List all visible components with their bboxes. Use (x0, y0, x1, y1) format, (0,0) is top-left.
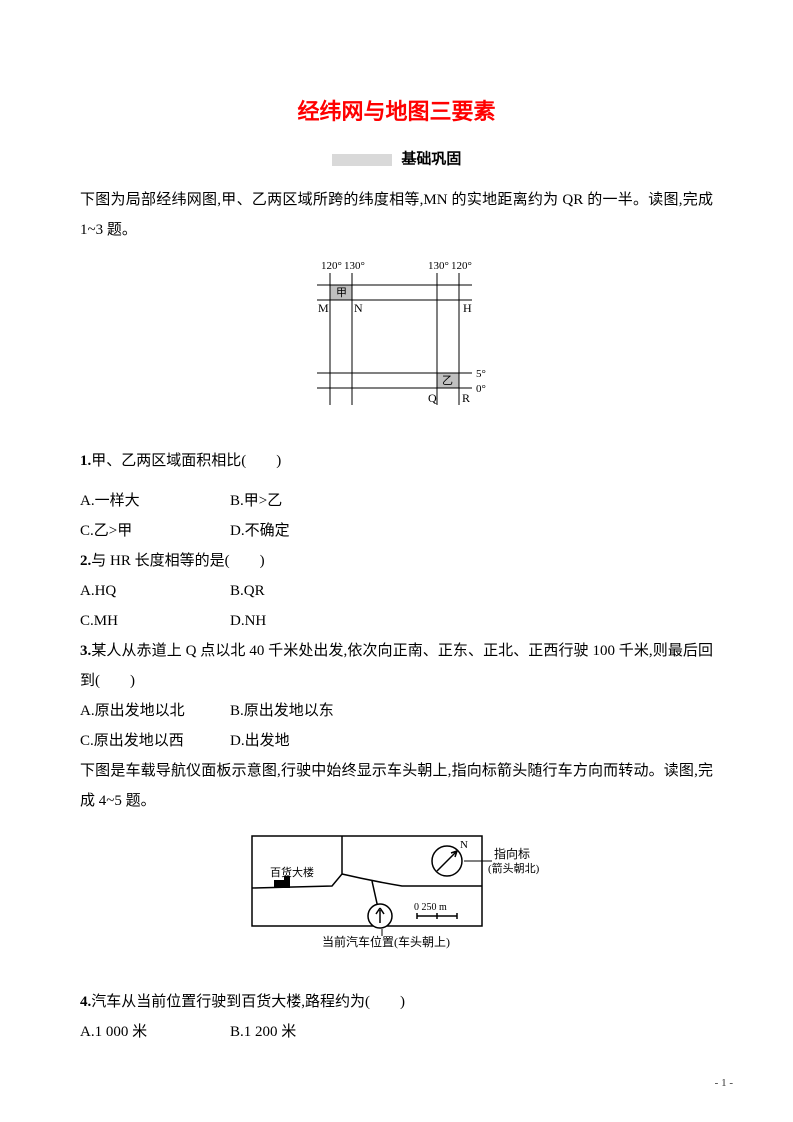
q4-A: A.1 000 米 (80, 1017, 230, 1047)
q4-B: B.1 200 米 (230, 1017, 380, 1047)
label-N: N (354, 301, 363, 315)
q2-num: 2. (80, 553, 91, 569)
q2-stem: 与 HR 长度相等的是( ) (91, 553, 264, 569)
q3-C: C.原出发地以西 (80, 726, 230, 756)
q1-C: C.乙>甲 (80, 516, 230, 546)
q1-D: D.不确定 (230, 516, 380, 546)
q2: 2.与 HR 长度相等的是( ) (80, 546, 713, 576)
label-scale: 0 250 m (414, 902, 447, 913)
fig2-caption: 当前汽车位置(车头朝上) (322, 934, 450, 949)
q3-stem: 某人从赤道上 Q 点以北 40 千米处出发,依次向正南、正东、正北、正西行驶 1… (80, 643, 713, 689)
figure-1: 120° 130° 130° 120° 甲 乙 (80, 255, 713, 436)
label-H: H (463, 301, 472, 315)
intro-1: 下图为局部经纬网图,甲、乙两区域所跨的纬度相等,MN 的实地距离约为 QR 的一… (80, 185, 713, 245)
q2-D: D.NH (230, 606, 380, 636)
lon-120-tr: 120° (451, 260, 472, 272)
lon-130-tr: 130° (428, 260, 449, 272)
q4-options: A.1 000 米 B.1 200 米 (80, 1017, 713, 1047)
graticule-diagram: 120° 130° 130° 120° 甲 乙 (292, 255, 502, 425)
q2-B: B.QR (230, 576, 380, 606)
figure-2: 百货大楼 N 0 250 m 指向标 (箭头朝北) 当前汽车位置(车头朝上) (80, 826, 713, 977)
q3: 3.某人从赤道上 Q 点以北 40 千米处出发,依次向正南、正东、正北、正西行驶… (80, 636, 713, 696)
q3-A: A.原出发地以北 (80, 696, 230, 726)
section-label: 基础巩固 (401, 151, 461, 168)
q1-options: A.一样大 B.甲>乙 (80, 486, 713, 516)
section-header: 基础巩固 (80, 144, 713, 175)
q1: 1.甲、乙两区域面积相比( ) (80, 446, 713, 476)
lon-130-tl: 130° (344, 260, 365, 272)
label-building: 百货大楼 (270, 865, 314, 879)
lon-120-tl: 120° (321, 260, 342, 272)
q3-B: B.原出发地以东 (230, 696, 380, 726)
q4: 4.汽车从当前位置行驶到百货大楼,路程约为( ) (80, 987, 713, 1017)
label-Q: Q (428, 391, 437, 405)
q1-B: B.甲>乙 (230, 486, 380, 516)
q2-options: A.HQ B.QR (80, 576, 713, 606)
q1-num: 1. (80, 453, 91, 469)
q2-A: A.HQ (80, 576, 230, 606)
label-R: R (462, 391, 470, 405)
label-5deg: 5° (476, 368, 486, 380)
page-number: - 1 - (715, 1072, 733, 1094)
q3-options: A.原出发地以北 B.原出发地以东 (80, 696, 713, 726)
label-N: N (460, 839, 468, 851)
q1-A: A.一样大 (80, 486, 230, 516)
q4-stem: 汽车从当前位置行驶到百货大楼,路程约为( ) (91, 994, 405, 1010)
label-legend2: (箭头朝北) (488, 861, 540, 875)
label-yi: 乙 (442, 374, 453, 387)
q3-num: 3. (80, 643, 91, 659)
label-legend1: 指向标 (494, 846, 530, 861)
page-title: 经纬网与地图三要素 (80, 90, 713, 134)
label-jia: 甲 (336, 287, 347, 299)
nav-diagram: 百货大楼 N 0 250 m 指向标 (箭头朝北) 当前汽车位置(车头朝上) (232, 826, 562, 966)
q1-stem: 甲、乙两区域面积相比( ) (91, 453, 281, 469)
intro-2: 下图是车载导航仪面板示意图,行驶中始终显示车头朝上,指向标箭头随行车方向而转动。… (80, 756, 713, 816)
q3-D: D.出发地 (230, 726, 380, 756)
q2-C: C.MH (80, 606, 230, 636)
q4-num: 4. (80, 994, 91, 1010)
label-0deg: 0° (476, 383, 486, 395)
label-M: M (318, 301, 329, 315)
section-bar (332, 154, 392, 166)
